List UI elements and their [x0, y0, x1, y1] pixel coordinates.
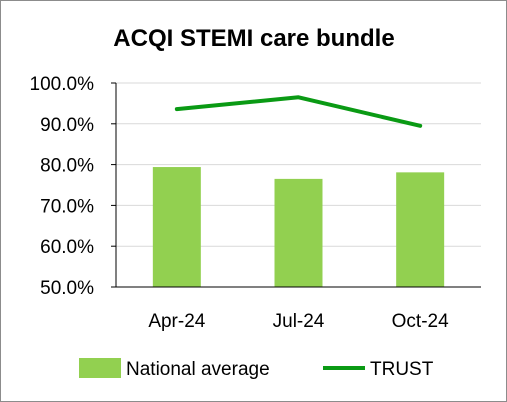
y-tick-label: 80.0% — [40, 156, 94, 177]
line-series — [174, 95, 423, 128]
x-tick-label: Jul-24 — [273, 311, 325, 332]
trust-line — [174, 95, 423, 128]
y-tick-label: 70.0% — [40, 196, 94, 217]
bar — [396, 172, 445, 287]
legend-swatch-bar — [79, 358, 121, 378]
y-tick-label: 100.0% — [30, 74, 95, 95]
x-tick-label: Oct-24 — [392, 311, 449, 332]
legend-label: National average — [126, 359, 270, 380]
y-tick-label: 60.0% — [40, 237, 94, 258]
y-tick-label: 90.0% — [40, 115, 94, 136]
bar — [274, 178, 323, 287]
y-axis-ticks: 50.0% 60.0% 70.0% 80.0% 90.0% 100.0% — [30, 74, 117, 299]
y-tick-label: 50.0% — [40, 278, 94, 299]
legend-label: TRUST — [370, 359, 434, 380]
bar — [152, 167, 201, 287]
legend: National average TRUST — [79, 358, 434, 380]
x-axis-ticks: Apr-24 Jul-24 Oct-24 — [116, 286, 481, 332]
x-tick-label: Apr-24 — [148, 311, 205, 332]
bar-series — [152, 167, 445, 287]
chart-title: ACQI STEMI care bundle — [113, 25, 394, 52]
